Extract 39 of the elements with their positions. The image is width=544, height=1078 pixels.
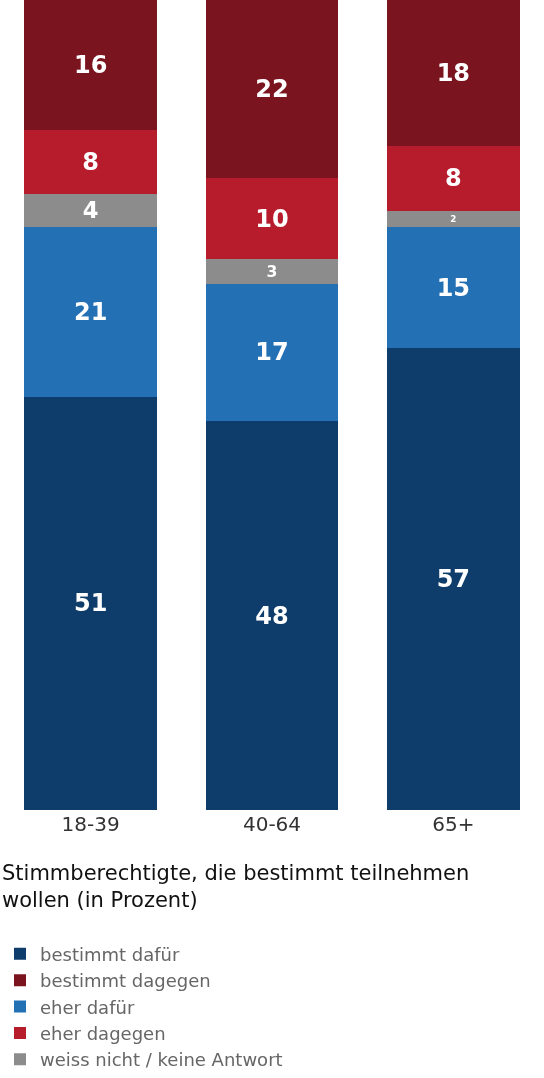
bar: [387, 145, 520, 211]
legend-label: eher dafür: [40, 996, 135, 1018]
data-label: 3: [266, 261, 278, 281]
data-label: 16: [73, 50, 108, 79]
data-label: 2: [450, 213, 457, 224]
data-label: 57: [436, 565, 471, 594]
data-label: 48: [255, 601, 289, 630]
data-label: 51: [73, 589, 108, 618]
bar: [205, 283, 339, 422]
legend-label: eher dagegen: [40, 1022, 166, 1044]
data-label: 22: [255, 75, 289, 104]
legend-label: bestimmt dafür: [40, 943, 180, 965]
x-tick-label: 40-64: [242, 812, 302, 836]
bar: [205, 259, 339, 284]
bar: [387, 0, 520, 146]
data-label: 8: [82, 148, 100, 176]
legend-title: Stimmberechtigte, die bestimmt teilnehmen wollen (in Prozent): [2, 861, 470, 913]
data-label: 15: [436, 273, 471, 302]
bar: [24, 226, 157, 397]
legend-label: bestimmt dagegen: [40, 970, 211, 992]
x-tick-label: 65+: [432, 812, 475, 836]
bar: [205, 178, 339, 260]
bar: [24, 396, 157, 810]
data-label: 10: [255, 204, 289, 233]
bar: [387, 210, 520, 227]
data-label: 4: [82, 197, 99, 224]
data-label: 18: [436, 58, 471, 87]
bar: [387, 348, 520, 810]
data-label: 21: [73, 297, 108, 326]
bar: [24, 0, 157, 130]
bar: [24, 194, 157, 227]
bar: [205, 421, 339, 810]
data-label: 8: [444, 164, 462, 193]
bar: [387, 226, 520, 349]
bar: [205, 0, 339, 179]
bar: [24, 129, 157, 195]
data-label: 17: [255, 338, 289, 367]
x-tick-label: 18-39: [61, 812, 120, 836]
legend-label: weiss nicht / keine Antwort: [40, 1049, 283, 1071]
